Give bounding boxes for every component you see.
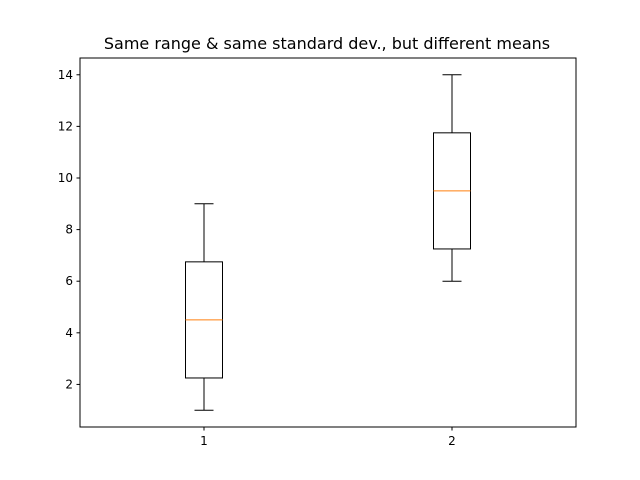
x-tick-label-1: 1 xyxy=(200,434,208,448)
axes-frame xyxy=(79,57,577,428)
y-tick-label-2: 2 xyxy=(65,377,73,391)
y-tick-label-12: 12 xyxy=(58,119,73,133)
y-tick-label-6: 6 xyxy=(65,274,73,288)
chart-title: Same range & same standard dev., but dif… xyxy=(104,34,550,53)
y-tick-label-8: 8 xyxy=(65,223,73,237)
x-tick-label-2: 2 xyxy=(448,434,456,448)
y-tick-label-4: 4 xyxy=(65,326,73,340)
y-tick-label-14: 14 xyxy=(58,68,73,82)
y-tick-label-10: 10 xyxy=(58,171,73,185)
